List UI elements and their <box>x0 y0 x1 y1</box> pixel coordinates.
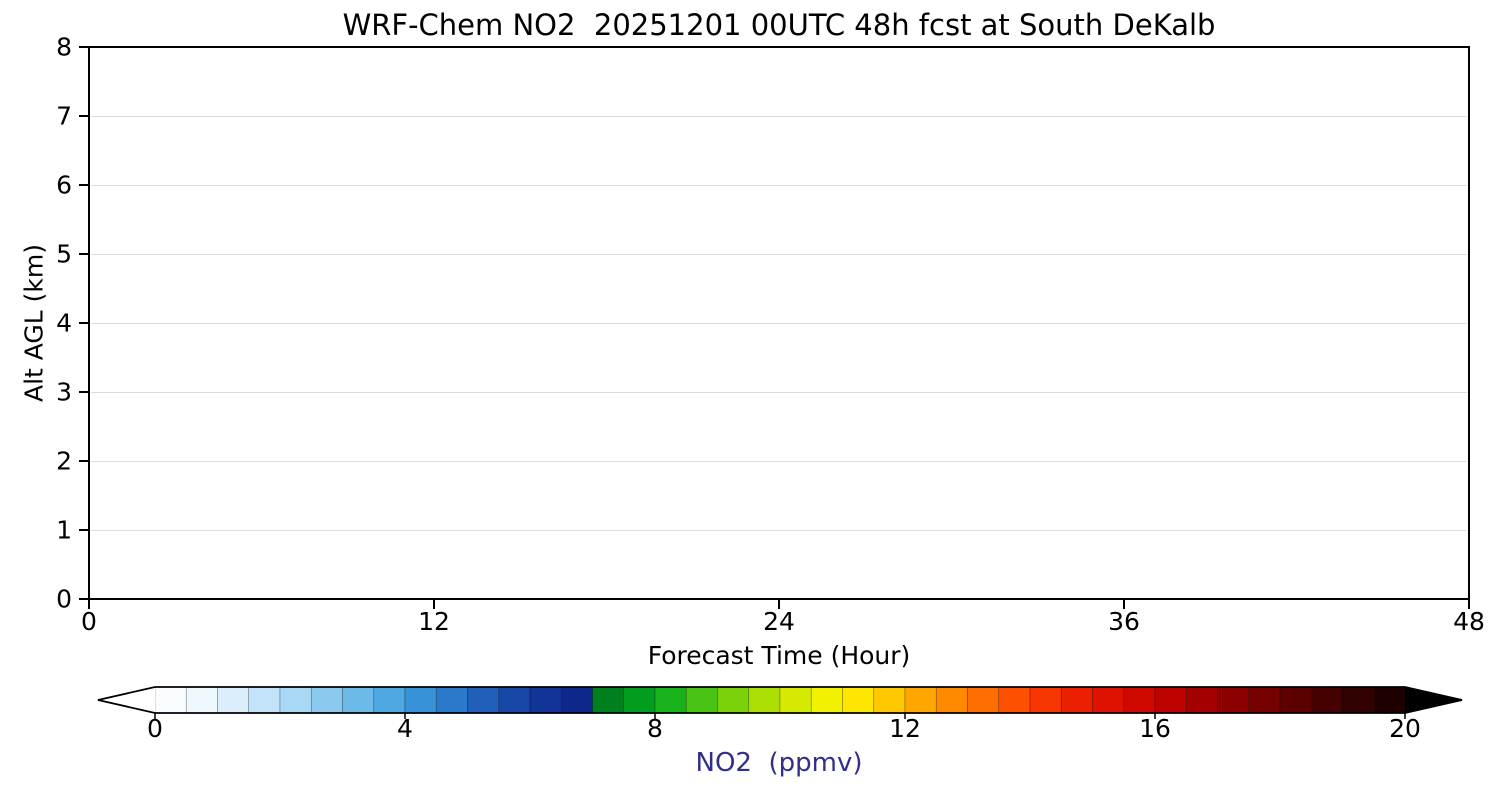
colorbar-cell <box>873 686 906 714</box>
colorbar-cell <box>467 686 500 714</box>
y-tick <box>79 391 88 393</box>
y-tick <box>79 253 88 255</box>
y-tick-label: 5 <box>56 239 72 269</box>
y-tick-label: 0 <box>56 584 72 614</box>
x-tick-label: 0 <box>81 607 97 636</box>
x-tick <box>433 600 435 609</box>
x-tick-label: 48 <box>1453 607 1485 636</box>
colorbar-over-arrow <box>1405 687 1462 713</box>
y-tick <box>79 529 88 531</box>
x-tick-label: 24 <box>763 607 795 636</box>
y-tick <box>79 322 88 324</box>
y-tick <box>79 460 88 462</box>
y-tick-label: 3 <box>56 377 72 407</box>
colorbar-cell <box>248 686 281 714</box>
colorbar-cell <box>592 686 625 714</box>
colorbar-tick-label: 0 <box>147 714 163 743</box>
x-tick <box>1468 600 1470 609</box>
colorbar-tick-label: 12 <box>889 714 921 743</box>
colorbar-cell <box>310 686 343 714</box>
colorbar-cell <box>279 686 312 714</box>
x-tick <box>778 600 780 609</box>
colorbar-under-arrow <box>98 687 155 713</box>
h-gridline <box>91 116 1467 117</box>
h-gridline <box>91 461 1467 462</box>
colorbar-label: NO2 (ppmv) <box>695 748 863 778</box>
colorbar-cell <box>435 686 468 714</box>
y-tick <box>79 598 88 600</box>
colorbar-tick-label: 4 <box>397 714 413 743</box>
colorbar-cell <box>1342 686 1375 714</box>
y-tick-label: 2 <box>56 446 72 476</box>
y-tick-label: 8 <box>56 32 72 62</box>
h-gridline <box>91 530 1467 531</box>
y-tick-label: 1 <box>56 515 72 545</box>
colorbar-cell <box>342 686 375 714</box>
colorbar-tick-label: 16 <box>1139 714 1171 743</box>
colorbar-tick-label: 8 <box>647 714 663 743</box>
colorbar-cell <box>1279 686 1312 714</box>
plot-frame <box>88 46 1470 600</box>
x-tick <box>88 600 90 609</box>
y-tick-label: 6 <box>56 170 72 200</box>
chart-title: WRF-Chem NO2 20251201 00UTC 48h fcst at … <box>342 8 1216 42</box>
colorbar-cell <box>1373 686 1406 714</box>
colorbar-cell <box>498 686 531 714</box>
colorbar-cell <box>1123 686 1156 714</box>
colorbar-cell <box>154 686 187 714</box>
colorbar-cell <box>560 686 593 714</box>
colorbar-cell <box>1154 686 1187 714</box>
h-gridline <box>91 323 1467 324</box>
colorbar-cell <box>217 686 250 714</box>
h-gridline <box>91 254 1467 255</box>
h-gridline <box>91 185 1467 186</box>
colorbar-cell <box>185 686 218 714</box>
y-tick <box>79 115 88 117</box>
colorbar-cell <box>1217 686 1250 714</box>
y-tick-label: 7 <box>56 101 72 131</box>
y-tick <box>79 46 88 48</box>
x-tick-label: 36 <box>1108 607 1140 636</box>
x-axis-label: Forecast Time (Hour) <box>647 641 911 670</box>
colorbar-cell <box>529 686 562 714</box>
colorbar-cell <box>748 686 781 714</box>
colorbar-cell <box>717 686 750 714</box>
x-tick-label: 12 <box>418 607 450 636</box>
y-tick <box>79 184 88 186</box>
h-gridline <box>91 392 1467 393</box>
colorbar <box>97 686 1463 719</box>
x-tick <box>1123 600 1125 609</box>
y-tick-label: 4 <box>56 308 72 338</box>
colorbar-tick-label: 20 <box>1389 714 1421 743</box>
